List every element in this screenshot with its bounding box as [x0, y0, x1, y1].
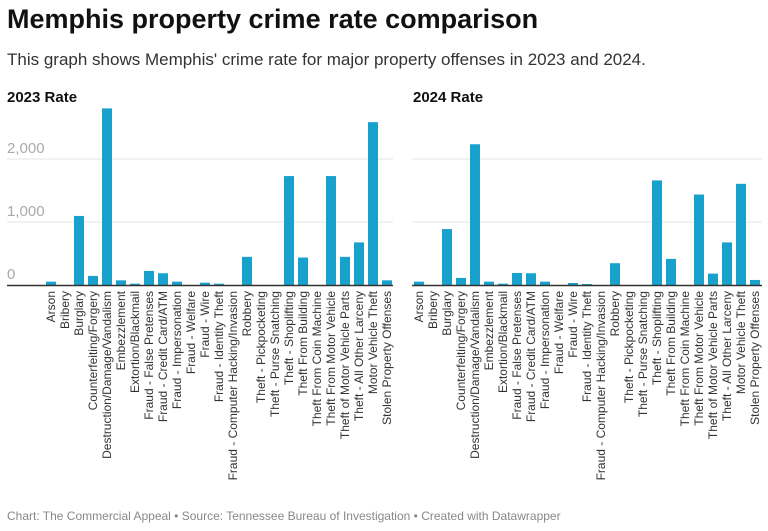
x-tick-label: Motor Vehicle Theft [366, 290, 380, 394]
bar-1-5 [484, 281, 494, 285]
x-tick-label: Theft - Pickpocketing [254, 291, 268, 403]
x-tick-label: Fraud - Wire [198, 291, 212, 358]
chart-title: Memphis property crime rate comparison [7, 4, 539, 34]
x-tick-label: Fraud - Credit Card/ATM [524, 291, 538, 422]
bar-1-7 [512, 272, 522, 285]
bar-1-3 [456, 277, 466, 285]
x-tick-label: Fraud - False Pretenses [142, 291, 156, 420]
bar-0-11 [200, 282, 210, 285]
x-tick-label: Fraud - Welfare [184, 291, 198, 374]
x-tick-label: Theft - All Other Larceny [720, 291, 734, 421]
x-tick-label: Extortion/Blackmail [128, 291, 142, 393]
bar-1-24 [750, 279, 760, 285]
bar-0-12 [214, 283, 224, 285]
x-tick-label: Burglary [72, 291, 86, 336]
x-tick-label: Fraud - Computer Hacking/Invasion [226, 291, 240, 480]
x-tick-label: Theft From Coin Machine [678, 291, 692, 427]
bar-1-4 [470, 144, 480, 285]
x-tick-label: Stolen Property Offenses [380, 291, 394, 425]
bar-1-18 [666, 258, 676, 285]
bar-1-22 [722, 242, 732, 285]
x-tick-label: Fraud - Identity Theft [212, 290, 226, 402]
x-tick-label: Theft - Purse Snatching [268, 291, 282, 417]
chart-subtitle: This graph shows Memphis' crime rate for… [7, 50, 646, 69]
bar-1-20 [694, 194, 704, 285]
bar-0-14 [242, 256, 252, 285]
x-tick-label: Theft From Building [664, 291, 678, 396]
bar-0-17 [284, 176, 294, 285]
bar-1-11 [568, 282, 578, 285]
x-tick-label: Fraud - Credit Card/ATM [156, 291, 170, 422]
bar-0-8 [158, 273, 168, 285]
x-tick-label: Robbery [240, 291, 254, 336]
bar-0-5 [116, 280, 126, 285]
x-tick-label: Theft of Motor Vehicle Parts [338, 291, 352, 439]
bar-1-12 [582, 283, 592, 285]
x-tick-label: Bribery [426, 291, 440, 329]
x-tick-label: Theft From Building [296, 291, 310, 396]
x-tick-label: Burglary [440, 291, 454, 336]
x-tick-label: Embezzlement [482, 290, 496, 370]
bar-0-4 [102, 108, 112, 285]
bar-1-23 [736, 183, 746, 285]
x-tick-label: Theft From Motor Vehicle [692, 291, 706, 426]
y-tick-label: 0 [7, 266, 15, 283]
x-tick-label: Theft From Motor Vehicle [324, 291, 338, 426]
x-tick-label: Destruction/Damage/Vandalism [468, 291, 482, 459]
y-tick-label: 2,000 [7, 140, 45, 157]
x-tick-label: Arson [412, 291, 426, 322]
x-tick-label: Extortion/Blackmail [496, 291, 510, 393]
x-tick-label: Theft - Shoplifting [650, 291, 664, 385]
x-tick-label: Counterfeiting/Forgery [86, 291, 100, 410]
bar-1-14 [610, 263, 620, 285]
x-tick-label: Theft - Pickpocketing [622, 291, 636, 403]
x-tick-label: Theft From Coin Machine [310, 291, 324, 427]
bar-0-0 [46, 281, 56, 285]
x-tick-label: Counterfeiting/Forgery [454, 291, 468, 410]
x-tick-label: Stolen Property Offenses [748, 291, 762, 425]
x-tick-label: Fraud - Computer Hacking/Invasion [594, 291, 608, 480]
x-tick-label: Fraud - Identity Theft [580, 290, 594, 402]
panel-title-1: 2024 Rate [413, 89, 483, 106]
x-tick-label: Theft of Motor Vehicle Parts [706, 291, 720, 439]
x-tick-label: Bribery [58, 291, 72, 329]
x-tick-label: Theft - Shoplifting [282, 291, 296, 385]
bar-0-7 [144, 270, 154, 285]
x-tick-label: Fraud - Wire [566, 291, 580, 358]
x-tick-label: Fraud - Welfare [552, 291, 566, 374]
x-tick-label: Theft - All Other Larceny [352, 291, 366, 421]
bar-1-8 [526, 273, 536, 285]
bar-1-21 [708, 273, 718, 285]
bar-1-0 [414, 281, 424, 285]
bar-1-9 [540, 281, 550, 285]
bar-0-24 [382, 280, 392, 285]
y-tick-label: 1,000 [7, 203, 45, 220]
chart-footer: Chart: The Commercial Appeal • Source: T… [7, 509, 561, 523]
x-tick-label: Theft - Purse Snatching [636, 291, 650, 417]
x-tick-label: Destruction/Damage/Vandalism [100, 291, 114, 459]
bar-0-23 [368, 122, 378, 286]
x-tick-label: Fraud - False Pretenses [510, 291, 524, 420]
bar-0-22 [354, 242, 364, 285]
x-tick-label: Arson [44, 291, 58, 322]
x-tick-label: Embezzlement [114, 290, 128, 370]
x-tick-label: Fraud - Impersonation [170, 291, 184, 409]
bar-1-17 [652, 180, 662, 285]
bar-1-2 [442, 229, 452, 285]
bar-0-2 [74, 215, 84, 285]
x-tick-label: Fraud - Impersonation [538, 291, 552, 409]
x-tick-label: Motor Vehicle Theft [734, 290, 748, 394]
bar-0-20 [326, 176, 336, 285]
bar-0-3 [88, 275, 98, 285]
panel-title-0: 2023 Rate [7, 89, 77, 106]
bar-0-6 [130, 283, 140, 285]
bar-0-18 [298, 257, 308, 285]
bar-0-9 [172, 281, 182, 285]
bar-1-6 [498, 283, 508, 285]
x-tick-label: Robbery [608, 291, 622, 336]
bar-0-21 [340, 256, 350, 285]
